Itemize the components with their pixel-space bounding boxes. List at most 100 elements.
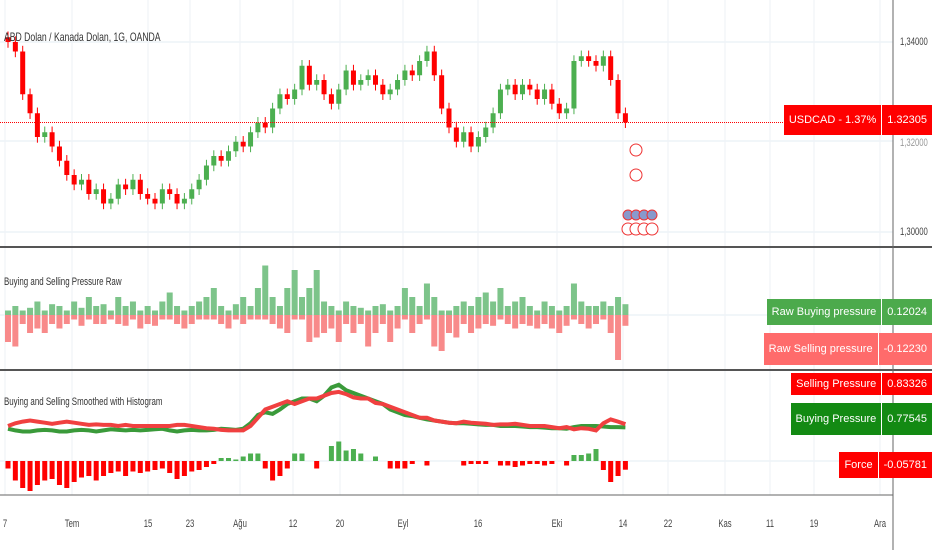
- raw-buy-bar: [365, 310, 372, 315]
- force-histogram-bar: [608, 461, 614, 482]
- raw-buy-bar: [409, 297, 416, 315]
- raw-buy-bar: [12, 306, 19, 315]
- raw-buy-bar: [49, 304, 56, 315]
- raw-sell-bar: [115, 315, 122, 324]
- force-histogram-bar: [483, 461, 489, 464]
- raw-buy-bar: [284, 288, 291, 315]
- raw-sell-bar: [607, 315, 614, 333]
- raw-buy-bar: [262, 265, 269, 315]
- raw-buy-bar: [394, 306, 401, 315]
- buying-pressure-value: 0.77545: [881, 403, 932, 435]
- raw-buy-bar: [34, 301, 41, 315]
- raw-buy-bar: [254, 288, 261, 315]
- raw-sell-bar: [122, 315, 129, 326]
- candle-body: [387, 89, 393, 95]
- raw-sell-bar: [262, 315, 269, 320]
- raw-sell-bar: [232, 315, 239, 320]
- raw-sell-bar: [401, 315, 408, 320]
- time-axis-label: 15: [143, 518, 153, 530]
- raw-sell-bar: [423, 315, 430, 320]
- raw-buy-bar: [556, 310, 563, 315]
- raw-sell-bar: [578, 315, 585, 324]
- candle-body: [475, 137, 481, 147]
- force-histogram-bar: [123, 461, 129, 476]
- raw-buy-bar: [504, 306, 511, 315]
- force-histogram-bar: [159, 461, 165, 469]
- force-histogram-bar: [189, 461, 195, 472]
- raw-buy-bar: [570, 283, 577, 315]
- candle-body: [343, 70, 349, 90]
- raw-buy-bar: [512, 301, 519, 315]
- raw-buy-tag: Raw Buying pressure 0.12024: [766, 299, 932, 325]
- candle-body: [431, 51, 437, 76]
- raw-sell-bar: [468, 315, 475, 333]
- raw-buy-bar: [174, 306, 181, 315]
- raw-sell-bar: [343, 315, 350, 324]
- selling-pressure-value: 0.83326: [881, 373, 932, 395]
- raw-sell-bar: [622, 315, 629, 326]
- candle-body: [453, 127, 459, 142]
- candle-body: [299, 65, 305, 90]
- force-histogram-bar: [226, 458, 231, 461]
- candle-body: [578, 56, 584, 61]
- raw-sell-value: -0.12230: [877, 333, 932, 365]
- raw-sell-bar: [137, 315, 144, 329]
- force-histogram-bar: [203, 461, 209, 467]
- time-axis-label: Kas: [718, 518, 732, 530]
- candle-body: [409, 70, 415, 76]
- raw-sell-bar: [585, 315, 592, 329]
- force-histogram-bar: [328, 446, 334, 461]
- raw-buy-bar: [438, 310, 445, 315]
- force-histogram-bar: [174, 461, 180, 479]
- raw-sell-bar: [453, 315, 460, 338]
- force-tag: Force -0.05781: [839, 452, 932, 478]
- raw-buy-bar: [328, 306, 335, 315]
- raw-buy-bar: [78, 307, 85, 315]
- force-histogram-bar: [79, 461, 84, 478]
- raw-buy-bar: [453, 306, 460, 315]
- force-histogram-bar: [424, 461, 430, 466]
- candle-body: [248, 132, 254, 147]
- force-histogram-bar: [520, 461, 525, 466]
- candle-body: [593, 61, 599, 66]
- raw-buy-bar: [276, 306, 283, 315]
- candle-body: [34, 113, 40, 137]
- event-marker: [646, 209, 658, 221]
- force-histogram-bar: [402, 461, 408, 469]
- raw-buy-bar: [181, 310, 188, 315]
- buying-pressure-tag: Buying Pressure 0.77545: [790, 403, 932, 435]
- raw-buy-bar: [541, 301, 548, 315]
- candle-body: [395, 80, 401, 90]
- raw-sell-bar: [93, 315, 100, 324]
- raw-buy-bar: [152, 310, 158, 315]
- raw-sell-bar: [27, 315, 34, 333]
- raw-sell-bar: [56, 315, 63, 329]
- candle-body: [218, 156, 224, 161]
- raw-sell-bar: [504, 315, 511, 324]
- candle-body: [12, 42, 18, 52]
- raw-buy-bar: [159, 301, 166, 315]
- raw-sell-bar: [600, 315, 607, 320]
- force-histogram-bar: [277, 461, 283, 476]
- candle-body: [203, 165, 209, 180]
- force-histogram-bar: [108, 461, 114, 473]
- raw-buy-bar: [497, 288, 504, 315]
- time-axis-label: 14: [618, 518, 628, 530]
- raw-buy-bar: [335, 310, 342, 315]
- candle-body: [145, 194, 151, 199]
- raw-buy-bar: [387, 310, 394, 315]
- candle-body: [255, 122, 261, 133]
- raw-sell-bar: [482, 315, 489, 324]
- candle-body: [174, 194, 180, 204]
- raw-sell-bar: [240, 315, 247, 324]
- candle-body: [358, 80, 364, 85]
- candle-body: [101, 189, 107, 204]
- raw-buy-bar: [578, 301, 585, 315]
- raw-sell-bar: [526, 315, 533, 326]
- time-axis-label: 11: [766, 518, 774, 530]
- force-histogram-bar: [314, 461, 320, 469]
- raw-buy-bar: [306, 288, 313, 315]
- raw-sell-bar: [19, 315, 26, 324]
- candle-body: [497, 89, 503, 114]
